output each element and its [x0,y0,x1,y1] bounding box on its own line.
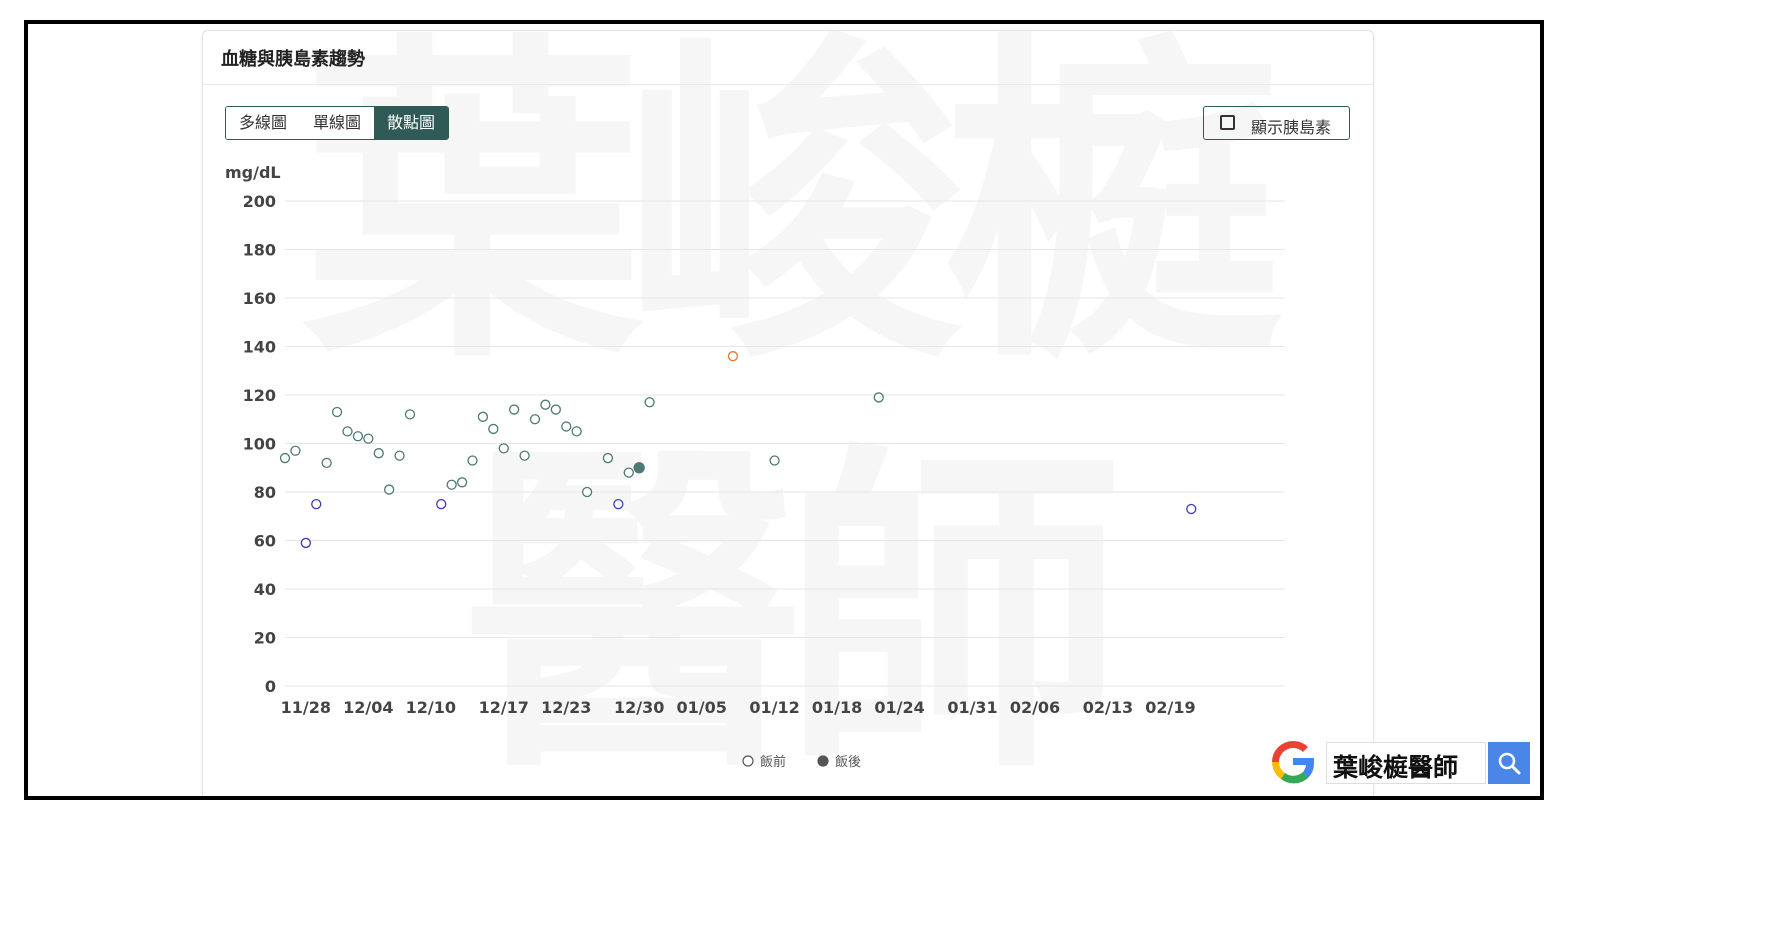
insulin-toggle-label: 顯示胰島素 [1251,118,1332,137]
y-tick-label: 60 [254,532,276,551]
data-points [279,351,1197,549]
data-point[interactable] [727,351,739,362]
data-point[interactable] [404,409,416,420]
data-point[interactable] [529,414,541,425]
data-point[interactable] [1186,503,1197,515]
x-tick-label: 12/10 [406,698,456,717]
data-point[interactable] [519,450,530,461]
card-title: 血糖與胰島素趨勢 [221,49,365,70]
data-point[interactable] [477,411,489,422]
data-point[interactable] [488,423,499,435]
data-point[interactable] [373,448,384,459]
data-point[interactable] [342,426,353,437]
view-scatter-button[interactable]: 散點圖 [374,107,449,139]
badge-search-text: 葉峻榳醫師 [1333,753,1459,782]
data-point[interactable] [467,455,478,466]
data-point[interactable] [613,498,624,510]
screenshot-frame: 葉峻榳 醫師 血糖與胰島素趨勢 多線圖 單線圖 散點圖 顯示胰島素 020406… [24,20,1544,800]
y-tick-label: 0 [265,677,276,696]
card-header: 血糖與胰島素趨勢 [203,31,1373,85]
view-multi-line-button[interactable]: 多線圖 [226,107,301,139]
x-tick-label: 02/19 [1145,698,1195,717]
data-point[interactable] [311,498,322,510]
data-point[interactable] [602,452,614,464]
data-point[interactable] [394,450,405,461]
y-tick-label: 200 [243,192,276,211]
badge-search-box[interactable]: 葉峻榳醫師 [1326,742,1486,784]
data-point[interactable] [384,484,395,495]
grid-layer [285,200,1285,687]
y-tick-labels: 0 20 40 60 80 100 120 140 160 180 200 [243,192,276,696]
x-tick-label: 12/17 [479,698,529,717]
google-g-logo [1272,740,1315,784]
y-tick-label: 180 [243,241,276,260]
x-tick-label: 01/31 [947,698,997,717]
data-point[interactable] [456,477,468,488]
data-point[interactable] [436,498,447,510]
y-tick-label: 80 [254,483,276,502]
data-point[interactable] [290,445,301,456]
data-point[interactable] [498,443,509,454]
x-tick-labels: 11/28 12/04 12/10 12/17 12/23 12/30 01/05 01/12… [281,698,1196,717]
x-tick-label: 01/12 [749,698,799,717]
scatter-chart: 0 20 40 60 80 100 120 140 160 180 200 11/28 12/04 12… [225,163,1285,770]
google-search-badge: 葉峻榳醫師 [1266,735,1532,791]
y-axis-label: mg/dL [225,163,281,182]
chart-legend: 飯前 飯後 [742,754,861,770]
y-tick-label: 140 [243,338,276,357]
legend-marker [817,755,829,767]
data-point[interactable] [633,462,645,474]
x-tick-label: 12/30 [614,698,664,717]
chart-view-switcher: 多線圖 單線圖 散點圖 [225,106,450,140]
search-icon [1498,752,1521,775]
y-tick-label: 160 [243,289,276,308]
x-tick-label: 02/06 [1010,698,1060,717]
data-point[interactable] [363,433,374,444]
data-point[interactable] [279,452,291,464]
data-point[interactable] [321,457,332,469]
view-single-line-button[interactable]: 單線圖 [300,107,375,139]
data-point[interactable] [873,392,884,403]
x-tick-label: 01/24 [874,698,924,717]
data-point[interactable] [644,397,655,408]
badge-search-button[interactable] [1488,742,1530,784]
x-tick-label: 11/28 [281,698,331,717]
data-point[interactable] [581,486,593,498]
x-tick-label: 12/23 [541,698,591,717]
chart-card: 葉峻榳 醫師 血糖與胰島素趨勢 多線圖 單線圖 散點圖 顯示胰島素 020406… [202,30,1374,796]
data-point[interactable] [769,455,780,466]
data-point[interactable] [623,467,634,478]
data-point[interactable] [540,399,551,410]
y-tick-label: 120 [243,386,276,405]
x-tick-label: 01/18 [812,698,862,717]
data-point[interactable] [446,479,457,490]
legend-marker [742,755,754,767]
y-tick-label: 100 [243,435,276,454]
data-point[interactable] [550,404,561,415]
y-tick-label: 40 [254,580,276,599]
insulin-checkbox[interactable] [1220,115,1235,130]
data-point[interactable] [300,537,311,549]
x-tick-label: 01/05 [676,698,726,717]
data-point[interactable] [571,426,582,437]
show-insulin-toggle[interactable]: 顯示胰島素 [1203,106,1350,140]
x-tick-label: 12/04 [343,698,393,717]
data-point[interactable] [509,404,520,415]
data-point[interactable] [561,421,572,432]
data-point[interactable] [331,406,343,418]
legend-label[interactable]: 飯後 [835,755,861,770]
legend-label[interactable]: 飯前 [760,754,786,770]
x-tick-label: 02/13 [1083,698,1133,717]
y-tick-label: 20 [254,629,276,648]
data-point[interactable] [352,431,364,442]
